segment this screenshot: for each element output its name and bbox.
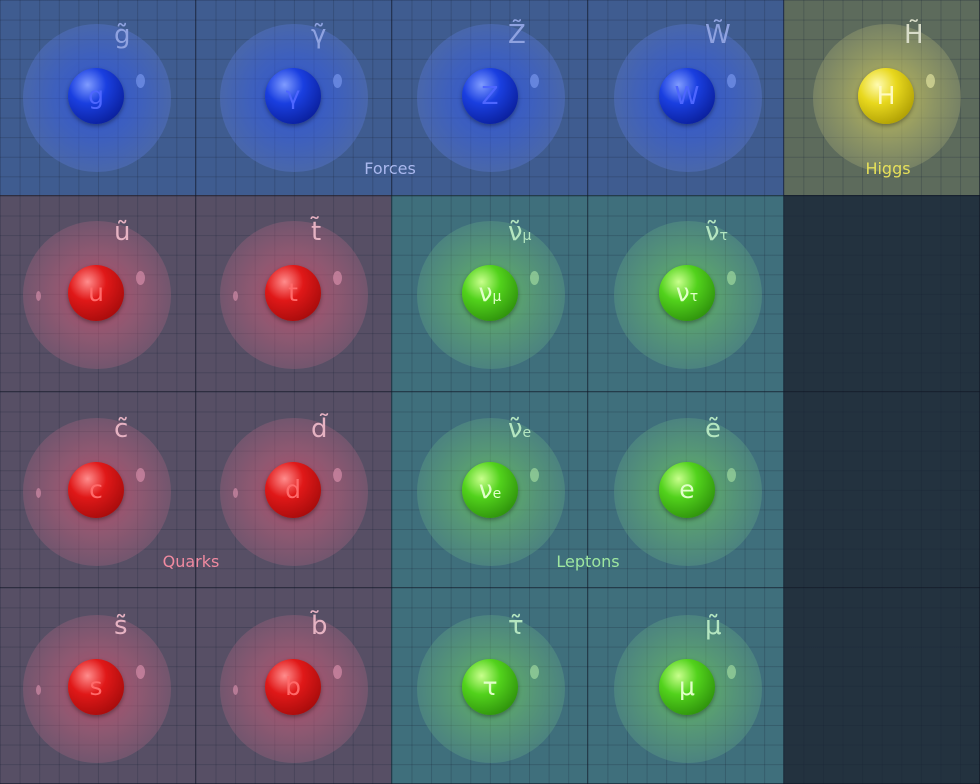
bottom-quark-symbol: b — [285, 672, 301, 701]
halo-highlight — [926, 74, 935, 88]
electron-symbol: e — [679, 475, 695, 504]
tau-particle: τ τ̃ — [394, 591, 590, 784]
charm-quark-symbol: c — [89, 475, 103, 504]
quarks-label: Quarks — [162, 552, 220, 571]
sup-symbol: ũ — [114, 217, 131, 247]
strange-quark-particle: s s̃ — [0, 591, 196, 784]
gluon-sphere — [68, 68, 124, 124]
charm-quark-sphere — [68, 462, 124, 518]
halo-highlight — [36, 291, 41, 301]
sdown-symbol: d̃ — [311, 414, 328, 444]
stop-symbol: t̃ — [311, 217, 322, 247]
down-quark-sphere — [265, 462, 321, 518]
strange-quark-symbol: s — [89, 672, 103, 701]
smuon-symbol: μ̃ — [705, 611, 722, 641]
halo-highlight — [530, 271, 539, 285]
photino-symbol: γ̃ — [311, 20, 327, 50]
down-quark-particle: d d̃ — [197, 394, 393, 590]
gluon-particle: g g̃ — [0, 0, 196, 196]
charm-quark-particle: c c̃ — [0, 394, 196, 590]
higgs-label: Higgs — [865, 159, 911, 178]
electron-sneutrino-symbol: ν̃e — [508, 414, 532, 444]
selectron-symbol: ẽ — [705, 414, 721, 444]
w-boson-sphere — [659, 68, 715, 124]
halo-highlight — [530, 468, 539, 482]
higgsino-symbol: H̃ — [904, 20, 924, 50]
halo-highlight — [333, 665, 342, 679]
sbottom-symbol: b̃ — [311, 611, 328, 641]
muon-particle: μ μ̃ — [591, 591, 787, 784]
wino-symbol: W̃ — [705, 20, 731, 50]
empty-region — [784, 195, 980, 784]
z-boson-symbol: Z — [481, 81, 499, 110]
higgs-particle: H H̃ — [790, 0, 980, 196]
halo-highlight — [727, 665, 736, 679]
gluino-symbol: g̃ — [114, 20, 131, 50]
stau-symbol: τ̃ — [508, 611, 524, 641]
halo-highlight — [333, 468, 342, 482]
halo-highlight — [136, 271, 145, 285]
top-quark-symbol: t — [288, 278, 298, 307]
tau-neutrino-particle: ντ ν̃τ — [591, 197, 787, 393]
w-boson-particle: W W̃ — [591, 0, 787, 196]
up-quark-symbol: u — [88, 278, 104, 307]
halo-highlight — [333, 74, 342, 88]
muon-neutrino-sphere — [462, 265, 518, 321]
up-quark-sphere — [68, 265, 124, 321]
strange-quark-sphere — [68, 659, 124, 715]
photon-symbol: γ — [285, 81, 301, 110]
w-boson-symbol: W — [674, 81, 700, 110]
top-quark-particle: t t̃ — [197, 197, 393, 393]
halo-highlight — [727, 468, 736, 482]
halo-highlight — [333, 271, 342, 285]
tau-sphere — [462, 659, 518, 715]
tau-sneutrino-symbol: ν̃τ — [705, 217, 728, 247]
halo-highlight — [136, 74, 145, 88]
muon-symbol: μ — [679, 672, 695, 701]
halo-highlight — [136, 665, 145, 679]
higgs-sphere — [858, 68, 914, 124]
halo-highlight — [36, 488, 41, 498]
halo-highlight — [36, 685, 41, 695]
halo-highlight — [233, 291, 238, 301]
photon-particle: γ γ̃ — [197, 0, 393, 196]
bottom-quark-particle: b b̃ — [197, 591, 393, 784]
halo-highlight — [727, 74, 736, 88]
tau-neutrino-symbol: ντ — [675, 278, 699, 307]
top-quark-sphere — [265, 265, 321, 321]
halo-highlight — [233, 488, 238, 498]
halo-highlight — [136, 468, 145, 482]
halo-highlight — [233, 685, 238, 695]
photon-sphere — [265, 68, 321, 124]
down-quark-symbol: d — [285, 475, 301, 504]
z-boson-particle: Z Z̃ — [394, 0, 590, 196]
muon-neutrino-particle: νμ ν̃μ — [394, 197, 590, 393]
muon-sphere — [659, 659, 715, 715]
electron-neutrino-sphere — [462, 462, 518, 518]
gluon-symbol: g — [88, 81, 104, 110]
tau-neutrino-sphere — [659, 265, 715, 321]
leptons-label: Leptons — [556, 552, 620, 571]
sstrange-symbol: s̃ — [114, 611, 128, 641]
up-quark-particle: u ũ — [0, 197, 196, 393]
halo-highlight — [530, 74, 539, 88]
electron-neutrino-symbol: νe — [478, 475, 502, 504]
muon-neutrino-symbol: νμ — [478, 278, 502, 307]
muon-sneutrino-symbol: ν̃μ — [508, 217, 532, 247]
electron-particle: e ẽ — [591, 394, 787, 590]
z-boson-sphere — [462, 68, 518, 124]
tau-symbol: τ — [482, 672, 498, 701]
scharm-symbol: c̃ — [114, 414, 129, 444]
halo-highlight — [530, 665, 539, 679]
higgs-symbol: H — [876, 81, 896, 110]
electron-neutrino-particle: νe ν̃e — [394, 394, 590, 590]
forces-label: Forces — [364, 159, 416, 178]
zino-symbol: Z̃ — [508, 20, 526, 50]
bottom-quark-sphere — [265, 659, 321, 715]
halo-highlight — [727, 271, 736, 285]
electron-sphere — [659, 462, 715, 518]
